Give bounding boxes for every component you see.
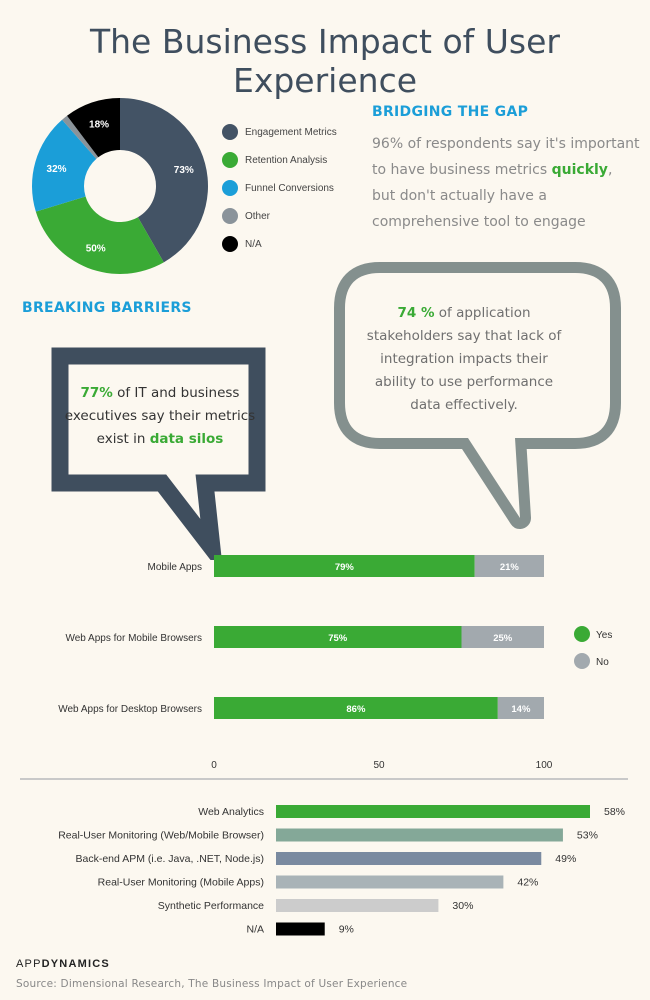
bar-segment-no	[497, 697, 544, 719]
bar-value-label: 53%	[577, 830, 598, 842]
category-label: Real-User Monitoring (Mobile Apps)	[98, 877, 264, 889]
bar-value-label: 14%	[511, 704, 531, 715]
bubble1-mid: of IT and business executives say their …	[64, 385, 256, 447]
bar-value-label: 42%	[517, 877, 538, 889]
legend-item: Retention Analysis	[222, 146, 337, 174]
bar-value-label: 25%	[493, 633, 513, 644]
bubble1-text: 77% of IT and business executives say th…	[62, 382, 258, 451]
bar	[276, 922, 325, 936]
bridging-heading: BRIDGING THE GAP	[372, 104, 529, 120]
category-label: Web Analytics	[198, 806, 264, 818]
bar-segment-yes	[214, 697, 498, 719]
horizontal-bar-chart: Web Analytics 58% Real-User Monitoring (We…	[58, 805, 625, 936]
donut-chart: 73% 50% 32% 18%	[31, 98, 209, 274]
bar-value-label: 49%	[555, 853, 576, 865]
bridging-text-before: 96% of respondents say it's important to…	[372, 136, 640, 178]
bar-segment-yes	[214, 626, 462, 648]
bar	[276, 805, 590, 818]
donut-slice	[62, 115, 99, 159]
x-tick-label: 0	[211, 760, 217, 771]
barriers-heading: BREAKING BARRIERS	[22, 300, 192, 316]
x-tick-label: 50	[373, 760, 385, 771]
legend-label: Funnel Conversions	[245, 182, 334, 194]
legend-swatch	[222, 208, 238, 224]
legend-label: N/A	[245, 238, 262, 250]
stacked-bar-chart: Mobile Apps 79% 21% Web Apps for Mobile Bro…	[58, 555, 612, 771]
donut-legend: Engagement Metrics Retention Analysis Funn…	[222, 118, 337, 258]
donut-slice-label: 32%	[47, 164, 67, 175]
bubble2-body: of application stakeholders say that lac…	[366, 305, 562, 413]
legend-swatch	[574, 626, 590, 642]
legend-label: Retention Analysis	[245, 154, 328, 166]
category-label: Web Apps for Mobile Browsers	[65, 633, 202, 644]
bridging-highlight: quickly	[551, 162, 608, 178]
legend-swatch	[222, 152, 238, 168]
bar	[276, 875, 504, 889]
category-label: Mobile Apps	[148, 562, 202, 573]
donut-slice-label: 73%	[174, 165, 194, 176]
legend-item: Other	[222, 202, 337, 230]
bar	[276, 852, 542, 865]
legend-label: Engagement Metrics	[245, 126, 337, 138]
legend-swatch	[222, 124, 238, 140]
bar-segment-yes	[214, 555, 475, 577]
bar-value-label: 58%	[604, 806, 625, 818]
x-tick-label: 100	[536, 760, 553, 771]
category-label: Web Apps for Desktop Browsers	[58, 704, 202, 715]
category-label: Real-User Monitoring (Web/Mobile Browser…	[58, 830, 264, 842]
legend-item: Engagement Metrics	[222, 118, 337, 146]
legend-label: No	[596, 657, 609, 668]
bubble1-highlight: data silos	[149, 431, 224, 447]
bar	[276, 828, 563, 842]
legend-swatch	[574, 653, 590, 669]
donut-slice-label: 50%	[86, 243, 106, 254]
bar-value-label: 21%	[500, 562, 520, 573]
donut-slice	[35, 196, 164, 274]
legend-label: Yes	[596, 630, 612, 641]
donut-slice-label: 18%	[89, 119, 109, 130]
bar-segment-no	[474, 555, 544, 577]
bar-value-label: 30%	[452, 900, 473, 912]
legend-item: Funnel Conversions	[222, 174, 337, 202]
bar-segment-no	[461, 626, 544, 648]
bridging-text: 96% of respondents say it's important to…	[372, 131, 640, 235]
legend-swatch	[222, 180, 238, 196]
donut-slice	[67, 98, 120, 158]
page-title: The Business Impact of User Experience	[89, 22, 560, 100]
bubble2-shape	[334, 262, 621, 529]
bubble2-text: 74 % of application stakeholders say tha…	[362, 302, 566, 417]
logo-app: APP	[16, 958, 42, 970]
bubble1-pct: 77%	[80, 385, 113, 401]
bridging-text-after: , but don't actually have a comprehensiv…	[372, 162, 613, 230]
legend-label: Other	[245, 210, 271, 222]
bar-value-label: 9%	[339, 924, 354, 936]
bar	[276, 899, 439, 912]
legend-swatch	[222, 236, 238, 252]
legend-item: N/A	[222, 230, 337, 258]
speech-bubbles	[51, 262, 621, 560]
bar-value-label: 79%	[335, 562, 355, 573]
appdynamics-logo: APPDYNAMICS	[16, 958, 110, 970]
bar-value-label: 86%	[346, 704, 366, 715]
donut-slice	[120, 98, 209, 263]
category-label: Synthetic Performance	[158, 900, 264, 912]
bubble1-shape	[51, 347, 266, 560]
source-note: Source: Dimensional Research, The Busine…	[16, 978, 408, 990]
bar-value-label: 75%	[328, 633, 348, 644]
donut-slice	[31, 119, 97, 212]
category-label: Back-end APM (i.e. Java, .NET, Node.js)	[76, 853, 265, 865]
section-divider	[20, 778, 628, 780]
bubble2-pct: 74 %	[397, 305, 435, 321]
logo-dynamics: DYNAMICS	[41, 958, 110, 970]
category-label: N/A	[246, 924, 264, 936]
